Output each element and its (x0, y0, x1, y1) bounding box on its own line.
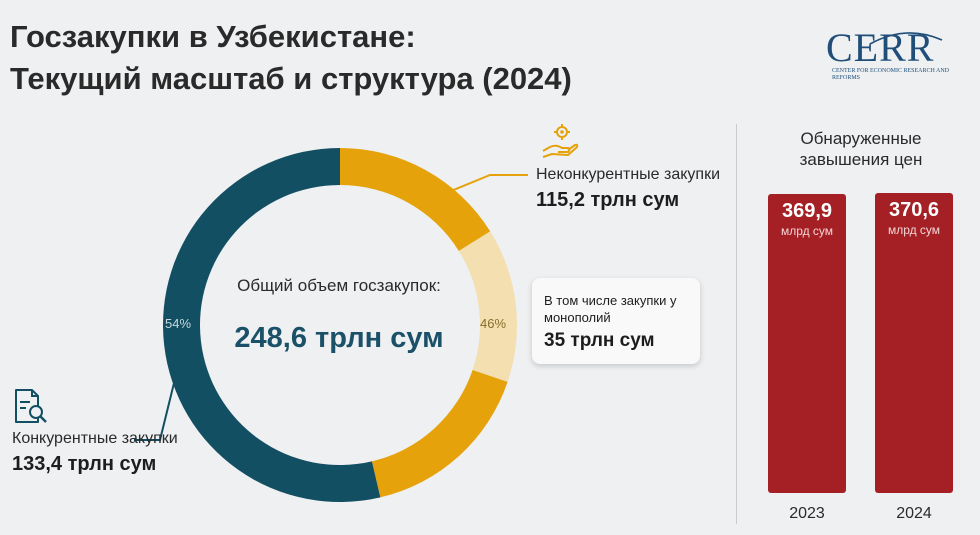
connector-noncompetitive (434, 174, 528, 199)
competitive-value: 133,4 трлн сум (12, 453, 157, 475)
document-search-icon (15, 389, 47, 423)
monopoly-callout: В том числе закупки у монополий 35 трлн … (532, 278, 700, 364)
donut-center-value: 248,6 трлн сум (234, 322, 444, 354)
monopoly-value: 35 трлн сум (544, 330, 655, 351)
slice-percent-noncompetitive: 46% (480, 316, 507, 331)
title-line-2: Текущий масштаб и структура (2024) (10, 61, 572, 96)
hand-gear-icon (542, 124, 579, 158)
divider (736, 124, 737, 524)
noncompetitive-label: Неконкурентные закупки (536, 166, 721, 183)
cerr-logo: CERR Center for Economic Research and Re… (826, 26, 966, 86)
slice-monopoly (458, 231, 517, 382)
bar-value-2023: 369,9 (781, 199, 833, 222)
slice-competitive (162, 148, 381, 503)
bar-unit-2024: млрд сум (887, 223, 941, 237)
logo-subtitle: Center for Economic Research and Reforms (832, 68, 950, 81)
logo-arc-icon (869, 32, 943, 45)
bar-2024: 370,6 млрд сум (875, 193, 953, 493)
noncompetitive-callout: Неконкурентные закупки 115,2 трлн сум (536, 164, 736, 212)
bar-value-2024: 370,6 (888, 199, 940, 221)
bar-unit-2023: млрд сум (780, 223, 834, 238)
donut-center-label: Общий объем госзакупок: (237, 276, 441, 295)
bar-chart-title: Обнаруженные завышения цен (799, 129, 923, 169)
slice-noncompetitive-a (340, 148, 491, 251)
logo-text: CERR (826, 25, 935, 70)
slice-percent-competitive: 54% (165, 316, 192, 331)
monopoly-label: В том числе закупки у монополий (544, 293, 677, 325)
page-title: Госзакупки в Узбекистане: Текущий масшта… (10, 16, 572, 100)
x-tick-2024: 2024 (896, 505, 932, 522)
slice-noncompetitive-b (371, 370, 508, 498)
noncompetitive-value: 115,2 трлн сум (536, 189, 680, 211)
connector-competitive (134, 231, 213, 441)
bar-2023: 369,9 млрд сум (768, 193, 846, 493)
title-line-1: Госзакупки в Узбекистане: (10, 19, 416, 54)
competitive-label: Конкурентные закупки (12, 430, 178, 447)
competitive-callout: Конкурентные закупки 133,4 трлн сум (12, 428, 232, 476)
x-tick-2023: 2023 (789, 505, 825, 522)
